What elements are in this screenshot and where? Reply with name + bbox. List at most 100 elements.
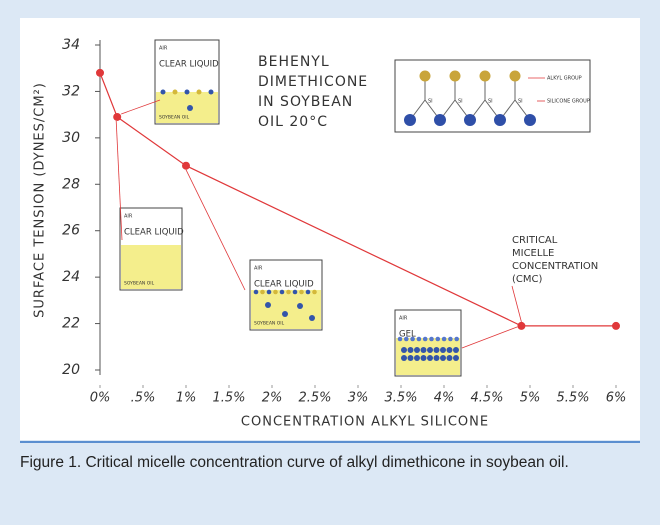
molecule xyxy=(187,105,193,111)
molecule xyxy=(309,315,315,321)
data-point xyxy=(113,112,122,121)
molecule xyxy=(266,289,272,295)
cmc-label: MICELLE xyxy=(512,248,554,259)
molecule xyxy=(196,89,202,95)
y-axis-label: SURFACE TENSION (DYNES/CM²) xyxy=(33,82,48,318)
molecule xyxy=(453,355,459,361)
molecule xyxy=(160,89,166,95)
inset-air: AIR xyxy=(124,214,133,220)
si-label: SI xyxy=(518,99,523,105)
molecule xyxy=(273,289,278,295)
oil-layer xyxy=(156,92,218,123)
x-tick-label: 3.5% xyxy=(384,391,417,406)
molecule xyxy=(435,336,441,342)
y-tick-label: 24 xyxy=(62,269,80,285)
molecule xyxy=(404,336,409,342)
y-tick-label: 32 xyxy=(62,83,80,99)
molecule xyxy=(420,355,427,361)
molecule xyxy=(279,289,285,295)
inset-air: AIR xyxy=(399,316,408,322)
molecule xyxy=(184,89,190,95)
molecule xyxy=(282,311,288,317)
molecule xyxy=(253,289,259,295)
x-tick-label: 1.5% xyxy=(212,391,245,406)
cmc-label: CRITICAL xyxy=(512,235,558,246)
molecule xyxy=(397,336,403,342)
arrow xyxy=(511,285,522,322)
molecule xyxy=(420,347,427,353)
title-line: IN SOYBEAN xyxy=(258,94,353,110)
arrow xyxy=(121,99,161,115)
silicone-atom xyxy=(464,114,476,126)
oil-layer xyxy=(121,245,181,289)
molecule xyxy=(416,336,422,342)
arrow xyxy=(185,169,246,291)
molecule xyxy=(286,289,291,295)
alkyl-label: ALKYL GROUP xyxy=(547,76,582,82)
molecule xyxy=(292,289,298,295)
molecule xyxy=(401,355,407,361)
si-label: SI xyxy=(488,99,493,105)
arrow xyxy=(115,120,123,241)
molecule xyxy=(422,336,428,342)
molecule xyxy=(429,336,434,342)
silicone-atom xyxy=(434,114,446,126)
molecule xyxy=(299,289,304,295)
inset-state: CLEAR LIQUID xyxy=(124,228,184,238)
molecule xyxy=(401,347,407,353)
molecule xyxy=(427,347,433,353)
molecule xyxy=(172,89,178,95)
molecule xyxy=(427,355,433,361)
molecule xyxy=(407,355,414,361)
inset-oil: SOYBEAN OIL xyxy=(159,115,190,121)
molecule xyxy=(260,289,265,295)
alkyl-group xyxy=(479,70,491,82)
cmc-label: (CMC) xyxy=(512,274,542,285)
molecule xyxy=(297,303,303,309)
data-point xyxy=(612,321,620,330)
silicone-label: SILICONE GROUP xyxy=(547,99,590,105)
title-line: OIL 20°C xyxy=(258,114,328,130)
x-tick-label: 4.5% xyxy=(470,391,503,406)
x-axis-label: CONCENTRATION ALKYL SILICONE xyxy=(241,415,489,430)
molecule xyxy=(407,347,414,353)
inset-state: GEL xyxy=(399,330,416,340)
x-tick-label: 1% xyxy=(176,391,197,406)
y-tick-label: 22 xyxy=(62,316,80,332)
molecule xyxy=(453,347,459,353)
inset-state: CLEAR LIQUID xyxy=(254,280,314,290)
caption: Figure 1. Critical micelle concentration… xyxy=(20,454,569,471)
y-tick-label: 28 xyxy=(62,176,80,192)
molecule xyxy=(410,336,415,342)
data-point xyxy=(96,68,104,77)
x-tick-label: 4% xyxy=(434,391,455,406)
x-tick-label: 2.5% xyxy=(298,391,331,406)
inset-oil: SOYBEAN OIL xyxy=(254,321,285,327)
silicone-atom xyxy=(524,114,536,126)
molecule xyxy=(454,336,460,342)
title-line: BEHENYL xyxy=(258,54,330,70)
silicone-atom xyxy=(494,114,506,126)
molecule xyxy=(446,355,453,361)
si-label: SI xyxy=(428,99,433,105)
chart: CONCENTRATION ALKYL SILICONE SURFACE TEN… xyxy=(20,18,640,443)
y-tick-label: 26 xyxy=(62,223,80,239)
molecule xyxy=(265,302,271,308)
molecule xyxy=(414,355,420,361)
silicone-atom xyxy=(404,114,416,126)
oil-layer xyxy=(251,290,321,329)
x-tick-label: 2% xyxy=(262,391,283,406)
x-tick-label: 6% xyxy=(606,391,627,406)
molecule xyxy=(440,355,446,361)
alkyl-group xyxy=(509,70,521,82)
inset-state: CLEAR LIQUID xyxy=(159,60,219,70)
molecule xyxy=(414,347,420,353)
inset-air: AIR xyxy=(254,266,263,272)
data-point xyxy=(517,321,526,330)
y-tick-label: 20 xyxy=(62,362,80,378)
x-tick-label: 3% xyxy=(348,391,369,406)
molecule xyxy=(448,336,453,342)
molecule xyxy=(441,336,447,342)
molecule xyxy=(305,289,311,295)
